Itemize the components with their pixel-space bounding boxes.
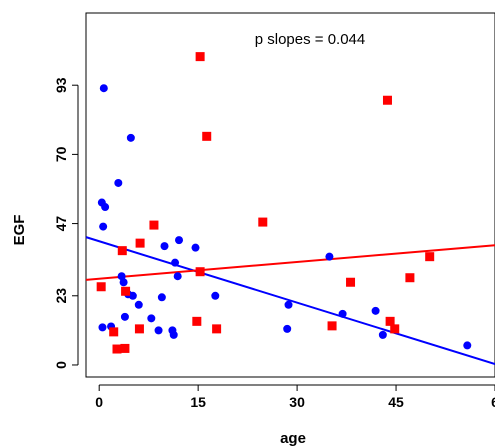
regression-lines	[85, 236, 495, 366]
data-point-circle	[128, 291, 137, 300]
data-point-circle	[211, 291, 220, 300]
data-point-circle	[157, 293, 166, 302]
y-tick-label: 0	[53, 361, 69, 369]
data-point-circle	[99, 84, 108, 93]
data-point-square	[120, 343, 130, 353]
data-point-circle	[98, 323, 107, 332]
data-point-circle	[114, 178, 123, 187]
data-point-square	[96, 282, 106, 292]
data-point-square	[121, 286, 131, 296]
data-point-circle	[173, 272, 182, 281]
data-point-square	[382, 95, 392, 105]
x-tick-label: 15	[190, 394, 206, 410]
data-point-square	[192, 316, 202, 326]
data-point-circle	[154, 326, 163, 335]
data-point-circle	[169, 330, 178, 339]
data-point-square	[390, 324, 400, 334]
data-point-circle	[126, 133, 135, 142]
y-axis-title: EGF	[11, 215, 28, 246]
data-point-circle	[338, 309, 347, 318]
p-slopes-annotation: p slopes = 0.044	[255, 31, 366, 48]
data-point-square	[109, 327, 119, 337]
x-tick-label: 0	[95, 394, 103, 410]
y-tick-label: 23	[53, 288, 69, 304]
data-point-square	[212, 324, 222, 334]
y-tick-label: 93	[53, 77, 69, 93]
data-point-circle	[371, 306, 380, 315]
data-point-circle	[99, 222, 108, 231]
regression-line-1	[85, 236, 495, 366]
plot-frame	[85, 12, 495, 378]
data-points	[96, 52, 472, 354]
data-point-square	[112, 344, 122, 354]
regression-line-2	[85, 244, 495, 281]
x-tick-label: 30	[289, 394, 305, 410]
data-point-square	[258, 217, 268, 227]
data-point-circle	[171, 258, 180, 267]
data-point-circle	[283, 324, 292, 333]
data-point-circle	[191, 243, 200, 252]
data-point-square	[135, 238, 145, 248]
y-tick-label: 47	[53, 216, 69, 232]
data-point-circle	[117, 272, 126, 281]
data-point-circle	[175, 236, 184, 245]
data-point-square	[195, 267, 205, 277]
data-point-circle	[134, 300, 143, 309]
data-point-square	[202, 131, 212, 141]
data-point-circle	[160, 242, 169, 251]
data-point-circle	[119, 278, 128, 287]
y-tick-label: 70	[53, 146, 69, 162]
data-point-circle	[284, 300, 293, 309]
x-axis: 0 15 30 45 6	[95, 384, 495, 410]
data-point-square	[117, 246, 127, 256]
data-point-square	[385, 316, 395, 326]
x-tick-label: 45	[388, 394, 404, 410]
data-point-square	[346, 277, 356, 287]
y-axis: 0 23 47 70 93	[53, 77, 79, 369]
data-point-square	[327, 321, 337, 331]
x-tick-label: 6	[491, 394, 495, 410]
data-point-square	[195, 52, 205, 62]
data-point-circle	[147, 314, 156, 323]
data-point-circle	[120, 312, 129, 321]
data-point-circle	[101, 203, 110, 212]
data-point-circle	[463, 341, 472, 350]
data-point-square	[149, 220, 159, 230]
data-point-circle	[325, 252, 334, 261]
data-point-square	[134, 324, 144, 334]
data-point-square	[425, 252, 435, 262]
data-point-square	[405, 273, 415, 283]
x-axis-title: age	[280, 430, 306, 447]
data-point-circle	[378, 330, 387, 339]
